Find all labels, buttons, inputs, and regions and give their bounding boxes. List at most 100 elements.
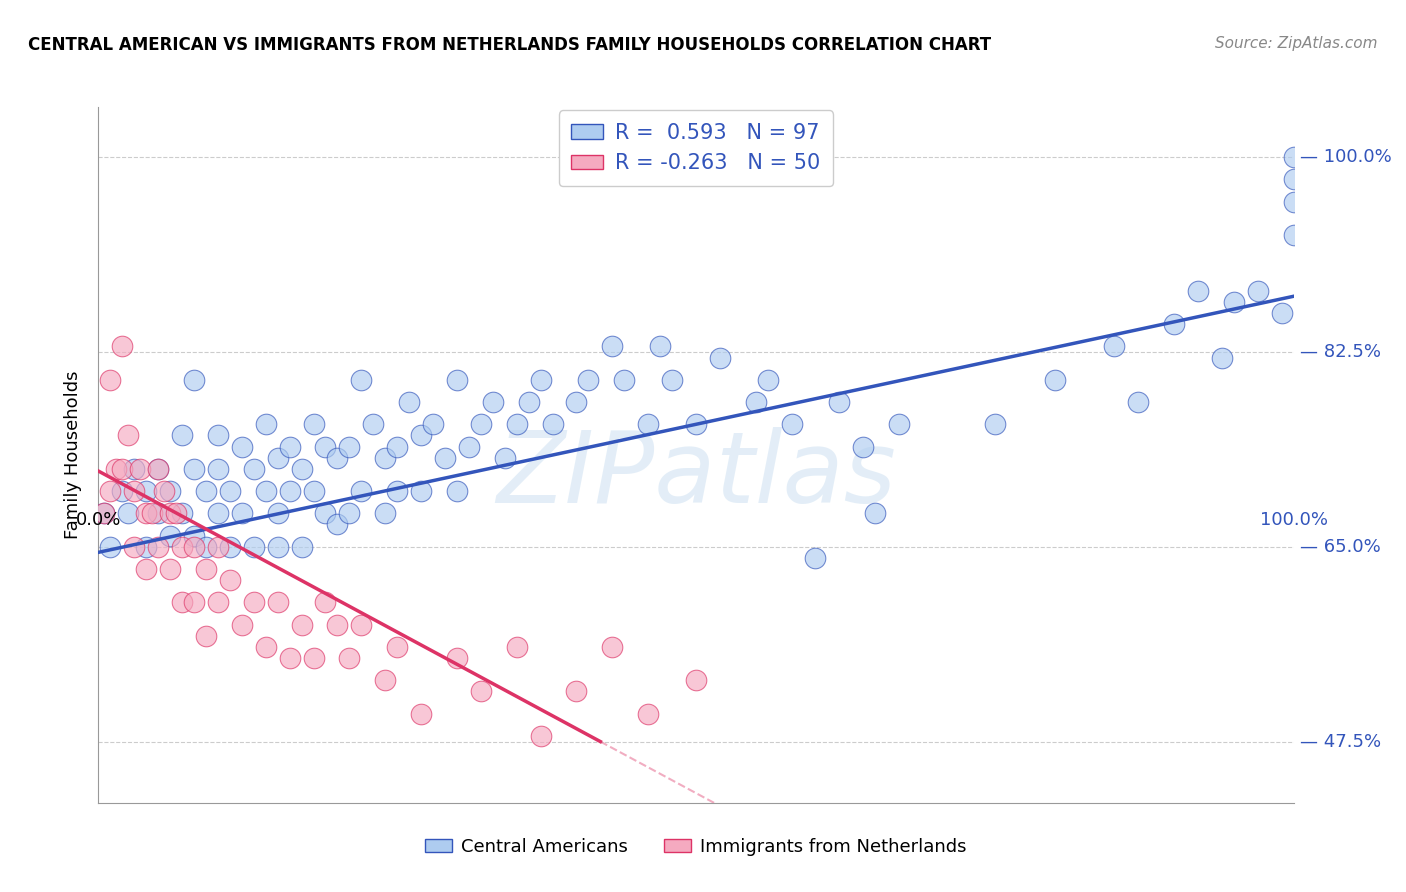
Point <box>780 417 803 432</box>
Point <box>219 540 242 554</box>
Point <box>302 417 325 432</box>
Point <box>1102 339 1125 353</box>
Point <box>506 417 529 432</box>
Point <box>494 450 516 465</box>
Text: — 47.5%: — 47.5% <box>1301 732 1382 750</box>
Point <box>98 484 122 499</box>
Point <box>374 507 396 521</box>
Point <box>153 484 176 499</box>
Point <box>337 507 360 521</box>
Point <box>219 484 242 499</box>
Point <box>863 507 886 521</box>
Point <box>117 428 139 442</box>
Point <box>135 562 157 576</box>
Point <box>1211 351 1233 365</box>
Point <box>135 540 157 554</box>
Point <box>506 640 529 654</box>
Point <box>243 462 266 476</box>
Point <box>278 651 301 665</box>
Point <box>98 373 122 387</box>
Point <box>685 673 707 688</box>
Point <box>231 440 253 454</box>
Point <box>278 484 301 499</box>
Point <box>1271 306 1294 320</box>
Point <box>254 640 277 654</box>
Point <box>446 373 468 387</box>
Point <box>267 507 290 521</box>
Point <box>363 417 385 432</box>
Point <box>517 395 540 409</box>
Point <box>243 540 266 554</box>
Point <box>111 462 134 476</box>
Point <box>1282 150 1305 164</box>
Point <box>148 462 170 476</box>
Point <box>302 651 325 665</box>
Point <box>183 595 205 609</box>
Point <box>183 462 205 476</box>
Point <box>219 573 242 587</box>
Text: Source: ZipAtlas.com: Source: ZipAtlas.com <box>1215 36 1378 51</box>
Point <box>600 640 623 654</box>
Point <box>1163 317 1185 331</box>
Point <box>350 373 373 387</box>
Point <box>385 440 409 454</box>
Point <box>745 395 768 409</box>
Point <box>889 417 911 432</box>
Point <box>828 395 851 409</box>
Point <box>576 373 599 387</box>
Point <box>117 507 139 521</box>
Point <box>337 651 360 665</box>
Point <box>315 440 337 454</box>
Point <box>290 540 312 554</box>
Y-axis label: Family Households: Family Households <box>65 371 83 539</box>
Point <box>172 595 194 609</box>
Point <box>315 595 337 609</box>
Point <box>1282 228 1305 243</box>
Point <box>458 440 481 454</box>
Point <box>194 562 217 576</box>
Point <box>385 640 409 654</box>
Point <box>411 484 433 499</box>
Point <box>231 507 253 521</box>
Point <box>350 484 373 499</box>
Point <box>529 373 551 387</box>
Point <box>350 617 373 632</box>
Point <box>105 462 128 476</box>
Point <box>159 528 181 542</box>
Point <box>433 450 456 465</box>
Point <box>374 673 396 688</box>
Point <box>148 462 170 476</box>
Point <box>207 462 229 476</box>
Point <box>637 417 659 432</box>
Point <box>172 540 194 554</box>
Point <box>267 540 290 554</box>
Point <box>159 484 181 499</box>
Point <box>541 417 564 432</box>
Point <box>194 484 217 499</box>
Point <box>398 395 420 409</box>
Point <box>756 373 779 387</box>
Point <box>124 484 146 499</box>
Point <box>565 684 588 698</box>
Point <box>470 417 492 432</box>
Point <box>804 550 827 565</box>
Point <box>254 484 277 499</box>
Legend: Central Americans, Immigrants from Netherlands: Central Americans, Immigrants from Nethe… <box>418 831 974 863</box>
Point <box>207 595 229 609</box>
Point <box>326 450 349 465</box>
Point <box>446 484 468 499</box>
Point <box>98 540 122 554</box>
Point <box>254 417 277 432</box>
Text: 100.0%: 100.0% <box>1260 510 1327 529</box>
Text: — 100.0%: — 100.0% <box>1301 148 1392 166</box>
Point <box>983 417 1005 432</box>
Point <box>1187 284 1209 298</box>
Point <box>148 507 170 521</box>
Point <box>1043 373 1066 387</box>
Point <box>243 595 266 609</box>
Point <box>165 507 187 521</box>
Point <box>326 517 349 532</box>
Point <box>422 417 444 432</box>
Point <box>852 440 875 454</box>
Point <box>411 706 433 721</box>
